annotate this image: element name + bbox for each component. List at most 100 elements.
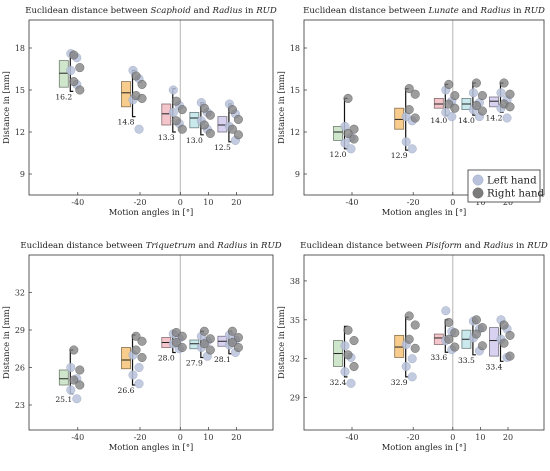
right-hand-point <box>499 338 509 348</box>
left-hand-point <box>340 367 350 377</box>
right-hand-point <box>471 315 481 325</box>
chart-title-part: Euclidean distance between <box>25 6 150 16</box>
right-hand-point <box>75 85 85 95</box>
x-tick-label: -40 <box>346 433 359 442</box>
right-hand-point <box>450 91 460 101</box>
plot-frame <box>28 19 274 196</box>
right-hand-point <box>477 341 487 351</box>
right-hand-point <box>137 79 147 89</box>
chart-title: Euclidean distance between Pisiform and … <box>300 241 548 251</box>
left-hand-point <box>134 124 144 134</box>
right-hand-point <box>450 342 460 352</box>
x-tick-label: 20 <box>503 433 513 442</box>
box <box>433 98 444 109</box>
chart-title-part: RUD <box>260 241 282 251</box>
median-value-label: 28.0 <box>158 354 175 363</box>
right-hand-point <box>69 375 79 385</box>
left-hand-point <box>346 144 356 154</box>
legend: Left hand Right hand <box>467 169 545 203</box>
left-hand-point <box>407 144 417 154</box>
right-hand-point <box>69 50 79 60</box>
median-value-label: 14.0 <box>430 116 447 125</box>
x-tick-label: -20 <box>134 198 147 207</box>
y-tick-label: 26 <box>15 364 25 373</box>
right-hand-point <box>471 78 481 88</box>
right-hand-point <box>227 124 237 134</box>
median-value-label: 33.4 <box>486 362 503 371</box>
right-hand-point <box>410 320 420 330</box>
right-hand-point <box>131 71 141 81</box>
y-axis-label: Distance in [mm] <box>276 306 286 379</box>
left-hand-point <box>441 306 451 316</box>
chart-title-part: Euclidean distance between <box>303 6 428 16</box>
median-value-label: 12.9 <box>391 151 408 160</box>
right-hand-point <box>404 84 414 94</box>
x-tick-label: 0 <box>178 433 183 442</box>
x-tick-label: 20 <box>503 198 513 207</box>
left-hand-point <box>407 372 417 382</box>
right-hand-point <box>410 89 420 99</box>
plot-frame <box>28 254 274 431</box>
y-tick-label: 38 <box>290 277 300 286</box>
x-axis-label: Motion angles in [°] <box>109 207 194 217</box>
right-hand-point <box>171 116 181 126</box>
median-value-label: 33.6 <box>430 353 447 362</box>
right-hand-point <box>477 106 487 116</box>
right-hand-point <box>69 77 79 87</box>
right-hand-point <box>199 339 209 349</box>
right-hand-point <box>477 323 487 333</box>
right-hand-point <box>171 338 181 348</box>
box <box>58 60 69 88</box>
x-axis-label: Motion angles in [°] <box>109 442 194 452</box>
right-hand-point <box>227 338 237 348</box>
chart-title-part: Lunate <box>427 6 458 16</box>
left-hand-point <box>66 363 76 373</box>
right-hand-point <box>75 63 85 73</box>
left-hand-point <box>407 354 417 364</box>
right-hand-point <box>410 113 420 123</box>
right-hand-point <box>505 102 515 112</box>
right-hand-point <box>444 317 454 327</box>
chart-title: Euclidean distance between Lunate and Ra… <box>303 6 545 16</box>
chart-title-part: Euclidean distance between <box>300 241 425 251</box>
right-hand-point <box>233 343 243 353</box>
panel-triquetrum: Euclidean distance between Triquetrum an… <box>1 241 282 452</box>
box <box>121 347 131 370</box>
right-hand-point <box>404 311 414 321</box>
x-tick-label: 0 <box>178 198 183 207</box>
right-hand-point <box>205 110 215 120</box>
chart-title-part: Radius <box>482 241 514 251</box>
y-tick-label: 32 <box>15 289 25 298</box>
right-hand-point <box>227 105 237 115</box>
x-tick-label: -40 <box>71 198 84 207</box>
y-axis-label: Distance in [mm] <box>276 71 286 144</box>
right-hand-point <box>450 103 460 113</box>
right-hand-point <box>349 336 359 346</box>
right-hand-point <box>233 130 243 140</box>
left-hand-point <box>168 107 178 117</box>
left-hand-point <box>340 341 350 351</box>
x-axis-label: Motion angles in [°] <box>382 442 467 452</box>
left-hand-point <box>401 361 411 371</box>
x-tick-label: 10 <box>475 433 485 442</box>
right-hand-point <box>444 334 454 344</box>
x-tick-label: 20 <box>231 198 241 207</box>
median-value-label: 33.5 <box>458 356 475 365</box>
right-hand-point <box>131 345 141 355</box>
left-hand-point <box>401 137 411 147</box>
right-hand-point <box>205 128 215 138</box>
right-hand-point <box>199 103 209 113</box>
right-hand-point <box>199 326 209 336</box>
left-hand-point <box>168 85 178 95</box>
left-hand-point <box>346 378 356 388</box>
median-value-label: 14.2 <box>486 113 503 122</box>
x-tick-label: -40 <box>71 433 84 442</box>
box <box>489 327 499 357</box>
chart-title-part: and <box>459 6 481 16</box>
panel-lunate: Euclidean distance between Lunate and Ra… <box>276 6 545 217</box>
right-hand-point <box>349 361 359 371</box>
chart-title-part: Radius <box>480 6 512 16</box>
panel-scaphoid: Euclidean distance between Scaphoid and … <box>1 6 277 217</box>
median-value-label: 16.2 <box>55 92 72 101</box>
